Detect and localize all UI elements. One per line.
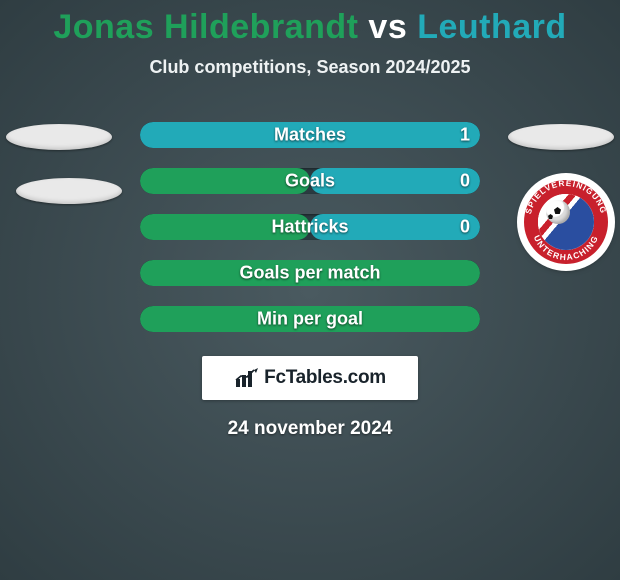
bar-fill-p1	[140, 214, 310, 240]
stat-row-hattricks: Hattricks 0	[0, 204, 620, 250]
subtitle: Club competitions, Season 2024/2025	[0, 57, 620, 78]
bar-fill-p1	[140, 306, 480, 332]
bar-track	[140, 168, 480, 194]
stats-container: Matches 1 Goals 0 Hattricks 0 Goals per …	[0, 112, 620, 342]
stat-row-goals: Goals 0	[0, 158, 620, 204]
brand-badge: FcTables.com	[202, 356, 418, 400]
player1-name: Jonas Hildebrandt	[53, 8, 358, 46]
bar-fill-p1	[140, 260, 480, 286]
vs-separator: vs	[368, 8, 407, 46]
bar-track	[140, 214, 480, 240]
bar-fill-p2	[310, 214, 480, 240]
player2-name: Leuthard	[417, 8, 566, 46]
stat-value-p2: 1	[460, 125, 470, 146]
stat-row-min-per-goal: Min per goal	[0, 296, 620, 342]
bar-track	[140, 122, 480, 148]
bar-track	[140, 306, 480, 332]
bar-fill-p1	[140, 168, 310, 194]
stat-row-goals-per-match: Goals per match	[0, 250, 620, 296]
page-title: Jonas Hildebrandt vs Leuthard	[0, 0, 620, 47]
bar-fill-p2	[310, 168, 480, 194]
stat-value-p2: 0	[460, 171, 470, 192]
bar-track	[140, 260, 480, 286]
date-label: 24 november 2024	[0, 418, 620, 440]
brand-bar-chart-icon	[234, 367, 260, 389]
bar-fill-p2	[140, 122, 480, 148]
stat-row-matches: Matches 1	[0, 112, 620, 158]
brand-name: FcTables.com	[264, 367, 386, 389]
stat-value-p2: 0	[460, 217, 470, 238]
